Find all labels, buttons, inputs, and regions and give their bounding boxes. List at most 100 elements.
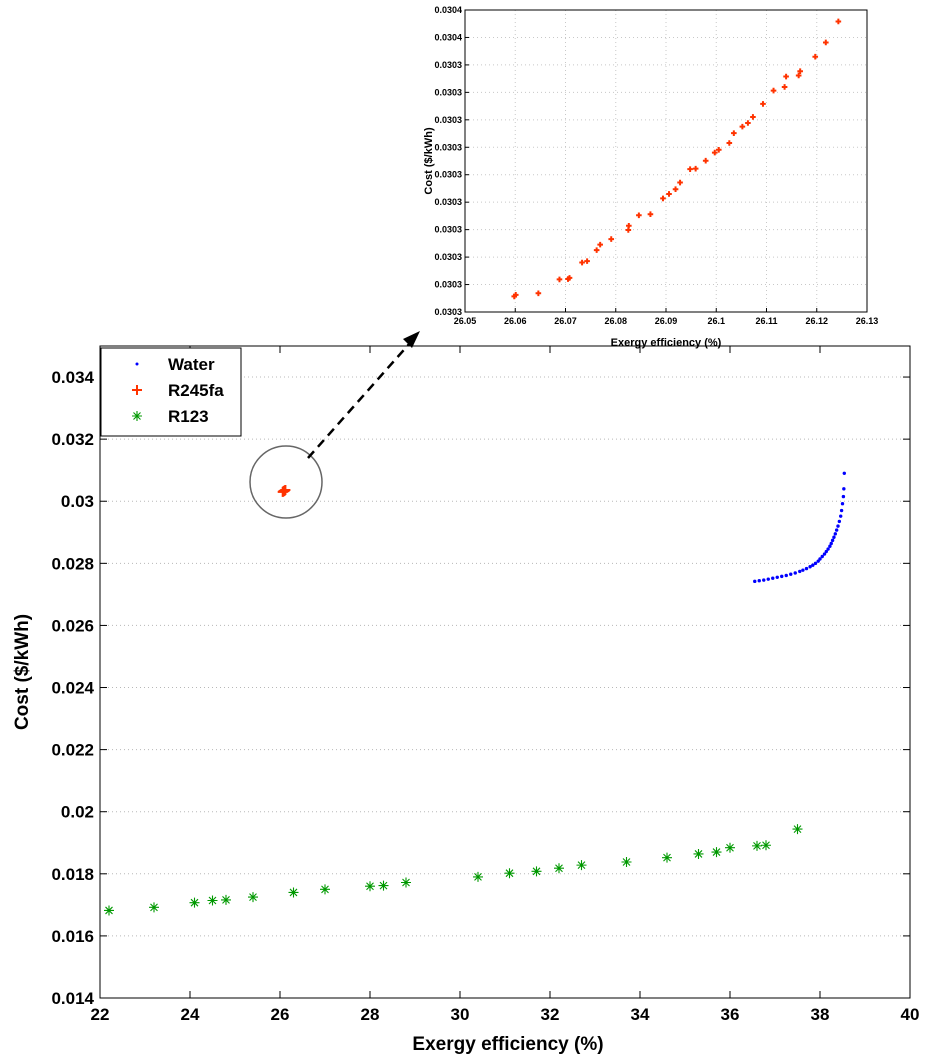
inset-point-r245fa (770, 87, 777, 94)
inset-point-r245fa (797, 68, 803, 75)
inset-point-r245fa (812, 53, 819, 60)
point-water (757, 579, 761, 583)
inset-x-tick-labels: 26.05 26.06 26.07 26.08 26.09 26.1 26.11 26.12 2… (454, 316, 879, 326)
point-r123 (104, 905, 114, 916)
inset-point-r245fa (835, 18, 842, 25)
series-water (753, 471, 846, 584)
main-y-tick-label: 0.032 (51, 430, 94, 449)
point-water (826, 547, 830, 551)
point-water (793, 571, 797, 575)
main-y-tick-label: 0.014 (51, 989, 94, 1008)
inset-y-tick-label: 0.0303 (434, 87, 462, 97)
inset-point-r245fa (760, 101, 766, 107)
inset-y-tick-label: 0.0303 (434, 142, 462, 152)
inset-y-tick-label: 0.0303 (434, 60, 462, 70)
point-r123 (248, 892, 258, 903)
legend-marker-r245fa (132, 385, 142, 395)
legend: Water R245fa R123 (100, 347, 242, 437)
point-r123 (365, 881, 375, 892)
inset-point-r245fa (702, 157, 709, 164)
inset-x-tick-label: 26.12 (805, 316, 828, 326)
inset-series (511, 18, 842, 300)
main-x-tick-label: 30 (451, 1005, 470, 1024)
main-x-axis-label: Exergy efficiency (%) (412, 1034, 603, 1055)
point-water (789, 572, 793, 576)
point-water (829, 541, 833, 546)
main-y-tick-label: 0.034 (51, 368, 94, 387)
inset-grid (465, 10, 867, 312)
point-r123 (554, 863, 564, 874)
inset-chart: 26.05 26.06 26.07 26.08 26.09 26.1 26.11 26.12 2… (423, 5, 878, 349)
inset-point-r245fa (660, 195, 666, 202)
zoom-arrow-head (403, 331, 420, 348)
main-chart: 22 24 26 28 30 32 34 36 38 40 0.014 0.016 0.018 0.02… (12, 331, 919, 1055)
legend-label-r123: R123 (168, 407, 209, 426)
main-x-tick-label: 26 (271, 1005, 290, 1024)
point-water (762, 578, 766, 582)
inset-y-tick-label: 0.0303 (434, 225, 462, 235)
inset-y-axis-label: Cost ($/kWh) (423, 127, 435, 195)
point-r123 (189, 897, 200, 908)
main-y-tick-label: 0.03 (61, 492, 94, 511)
point-water (836, 524, 840, 528)
inset-point-r245fa (608, 236, 615, 242)
point-water (828, 544, 832, 548)
legend-marker-r123 (132, 411, 142, 421)
inset-y-tick-label: 0.0303 (434, 115, 462, 125)
inset-point-r245fa (783, 73, 789, 80)
point-water (840, 502, 845, 506)
series-r245fa (277, 485, 291, 497)
main-x-tick-label: 34 (631, 1005, 650, 1024)
series-r123 (104, 824, 803, 916)
inset-point-r245fa (745, 120, 751, 126)
point-water (820, 554, 824, 559)
point-r123 (761, 840, 771, 851)
inset-point-r245fa (672, 186, 679, 193)
inset-point-r245fa (636, 212, 642, 219)
point-r123 (711, 847, 722, 858)
main-series (104, 471, 846, 916)
point-water (830, 538, 835, 543)
point-water (833, 532, 837, 536)
point-water (766, 577, 770, 581)
inset-point-r245fa (677, 179, 683, 186)
point-water (842, 471, 846, 475)
inset-ticks (464, 9, 868, 313)
point-water (801, 568, 805, 572)
inset-point-r245fa (579, 259, 585, 266)
main-x-tick-labels: 22 24 26 28 30 32 34 36 38 40 (91, 1005, 920, 1024)
point-r123 (320, 884, 330, 895)
inset-point-r245fa (750, 114, 756, 120)
point-water (808, 565, 812, 569)
point-r123 (576, 860, 587, 871)
inset-y-tick-label: 0.0303 (434, 170, 462, 180)
main-y-tick-label: 0.026 (51, 616, 94, 635)
zoom-circle (249, 445, 323, 519)
inset-point-r245fa (731, 130, 737, 136)
main-y-axis-label: Cost ($/kWh) (12, 614, 33, 730)
inset-point-r245fa (692, 165, 699, 172)
main-y-tick-label: 0.018 (51, 865, 94, 884)
main-y-tick-labels: 0.014 0.016 0.018 0.02 0.022 0.024 0.026 0.028 0… (51, 368, 94, 1008)
point-water (841, 494, 846, 499)
point-water (832, 535, 836, 539)
point-r123 (207, 895, 218, 906)
inset-x-tick-label: 26.06 (504, 316, 527, 326)
inset-y-tick-label: 0.0303 (434, 197, 462, 207)
point-water (784, 573, 788, 578)
main-y-tick-label: 0.028 (51, 554, 94, 573)
main-y-tick-label: 0.024 (51, 679, 94, 698)
main-y-tick-label: 0.022 (51, 741, 94, 760)
main-x-tick-label: 28 (361, 1005, 380, 1024)
point-r245fa (280, 485, 291, 496)
inset-point-r245fa (566, 275, 573, 281)
legend-label-water: Water (168, 355, 215, 374)
point-water (811, 563, 815, 567)
main-x-tick-label: 38 (811, 1005, 830, 1024)
inset-x-tick-label: 26.11 (755, 316, 777, 326)
point-r123 (725, 842, 735, 853)
inset-x-tick-label: 26.05 (454, 316, 477, 326)
inset-y-tick-label: 0.0303 (434, 280, 462, 290)
